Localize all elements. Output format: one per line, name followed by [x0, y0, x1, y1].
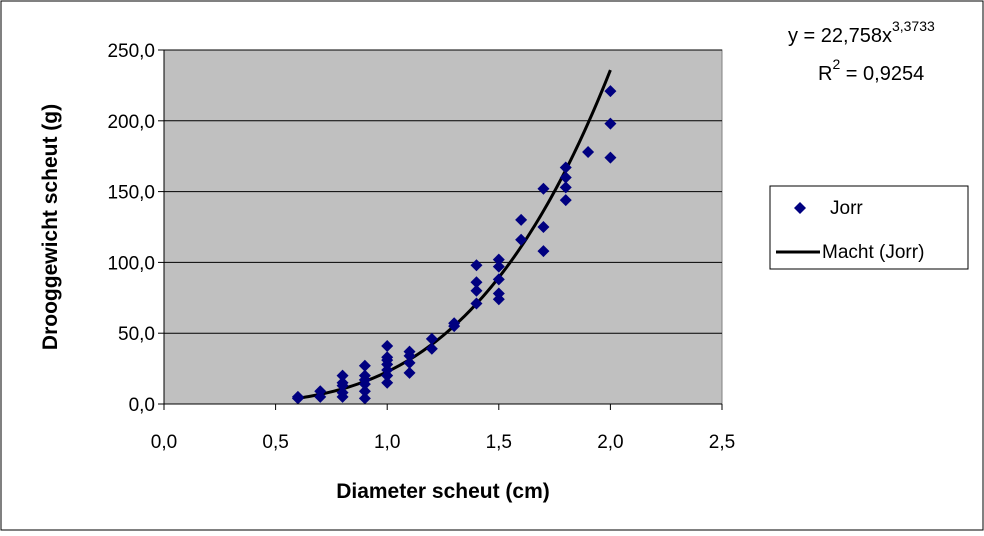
data-point — [604, 151, 617, 164]
y-axis-title: Drooggewicht scheut (g) — [39, 104, 62, 350]
data-point — [515, 213, 528, 226]
r2-exponent: 2 — [832, 56, 840, 72]
data-point — [559, 181, 572, 194]
legend-label-macht: Macht (Jorr) — [822, 242, 924, 263]
y-tick-label: 100,0 — [107, 253, 155, 274]
data-point — [559, 161, 572, 174]
legend-box — [769, 185, 969, 270]
x-axis-title: Diameter scheut (cm) — [336, 480, 550, 503]
data-point — [403, 356, 416, 369]
data-point — [425, 342, 438, 355]
x-tick-label: 2,5 — [709, 432, 735, 453]
x-tick-label: 1,0 — [374, 432, 400, 453]
equation-exponent: 3,3733 — [892, 18, 935, 34]
trend-equation: y = 22,758x3,3733 — [788, 18, 935, 47]
data-point — [381, 351, 394, 364]
data-point — [537, 182, 550, 195]
data-point — [582, 145, 595, 158]
data-point — [381, 339, 394, 352]
data-point — [537, 221, 550, 233]
data-point — [358, 392, 371, 405]
data-point — [492, 253, 505, 266]
equation-base: y = 22,758x — [788, 25, 892, 47]
plot-area — [163, 49, 723, 405]
data-point — [559, 171, 572, 184]
data-point — [492, 287, 505, 300]
data-point — [448, 317, 461, 330]
data-point — [604, 85, 617, 98]
y-tick-label: 250,0 — [107, 41, 155, 62]
x-tick-label: 0,5 — [262, 432, 288, 453]
data-point — [470, 259, 483, 272]
data-point — [537, 245, 550, 258]
data-point — [336, 369, 349, 382]
data-point — [336, 386, 349, 399]
x-tick-label: 1,5 — [486, 432, 512, 453]
data-point — [492, 273, 505, 286]
data-points — [291, 85, 617, 405]
r2-value: = 0,9254 — [840, 63, 924, 85]
data-point — [559, 194, 572, 207]
r-squared-label: R2 = 0,9254 — [818, 56, 924, 85]
data-point — [403, 345, 416, 358]
gridlines — [164, 49, 722, 334]
tick-labels: 0,0 50,0 100,0 150,0 200,0 250,0 0,0 0,5 1,0 1,5 2… — [107, 41, 735, 453]
data-point — [470, 276, 483, 289]
data-point — [492, 260, 505, 273]
data-point — [358, 369, 371, 382]
x-tick-label: 2,0 — [597, 432, 623, 453]
data-point — [358, 385, 371, 398]
data-point — [336, 376, 349, 389]
data-point — [291, 390, 304, 403]
legend: Jorr Macht (Jorr) — [769, 185, 969, 270]
x-tick-label: 0,0 — [151, 432, 177, 453]
legend-label-jorr: Jorr — [830, 198, 863, 219]
y-tick-label: 150,0 — [107, 183, 155, 204]
data-point — [381, 376, 394, 389]
y-tick-label: 200,0 — [107, 112, 155, 133]
r2-base: R — [818, 63, 832, 85]
data-point — [358, 359, 371, 372]
data-point — [314, 385, 327, 398]
axes — [158, 49, 723, 410]
data-point — [515, 233, 528, 246]
data-point — [470, 297, 483, 310]
data-point — [403, 366, 416, 379]
y-tick-label: 0,0 — [129, 395, 155, 416]
data-point — [470, 284, 483, 297]
data-point — [604, 117, 617, 130]
y-tick-label: 50,0 — [118, 324, 155, 345]
legend-diamond-marker — [794, 202, 806, 214]
data-point — [425, 332, 438, 345]
